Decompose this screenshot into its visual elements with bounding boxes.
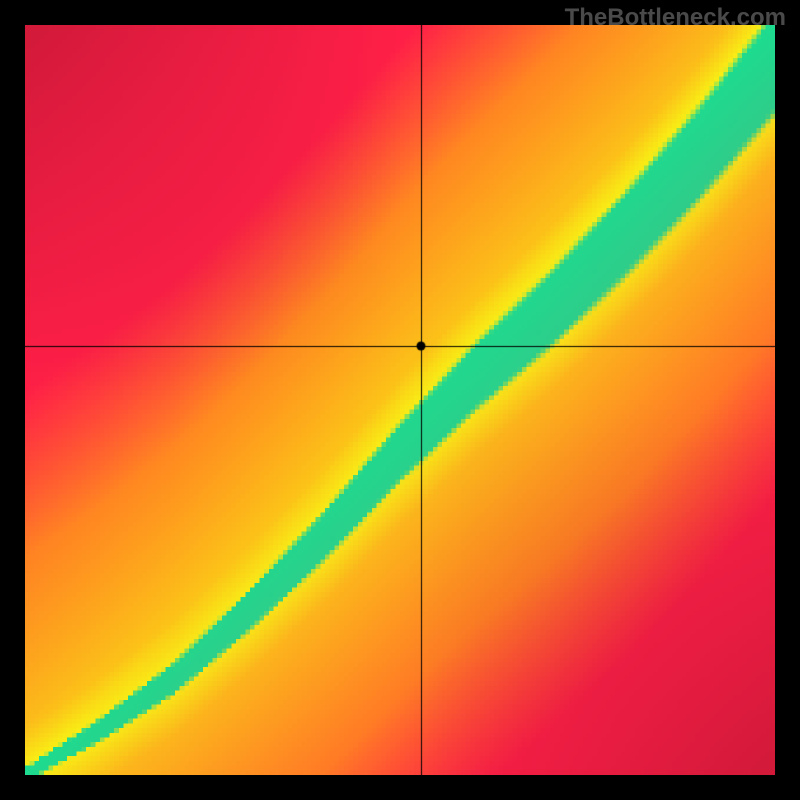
bottleneck-heatmap: [25, 25, 775, 775]
chart-container: TheBottleneck.com: [0, 0, 800, 800]
